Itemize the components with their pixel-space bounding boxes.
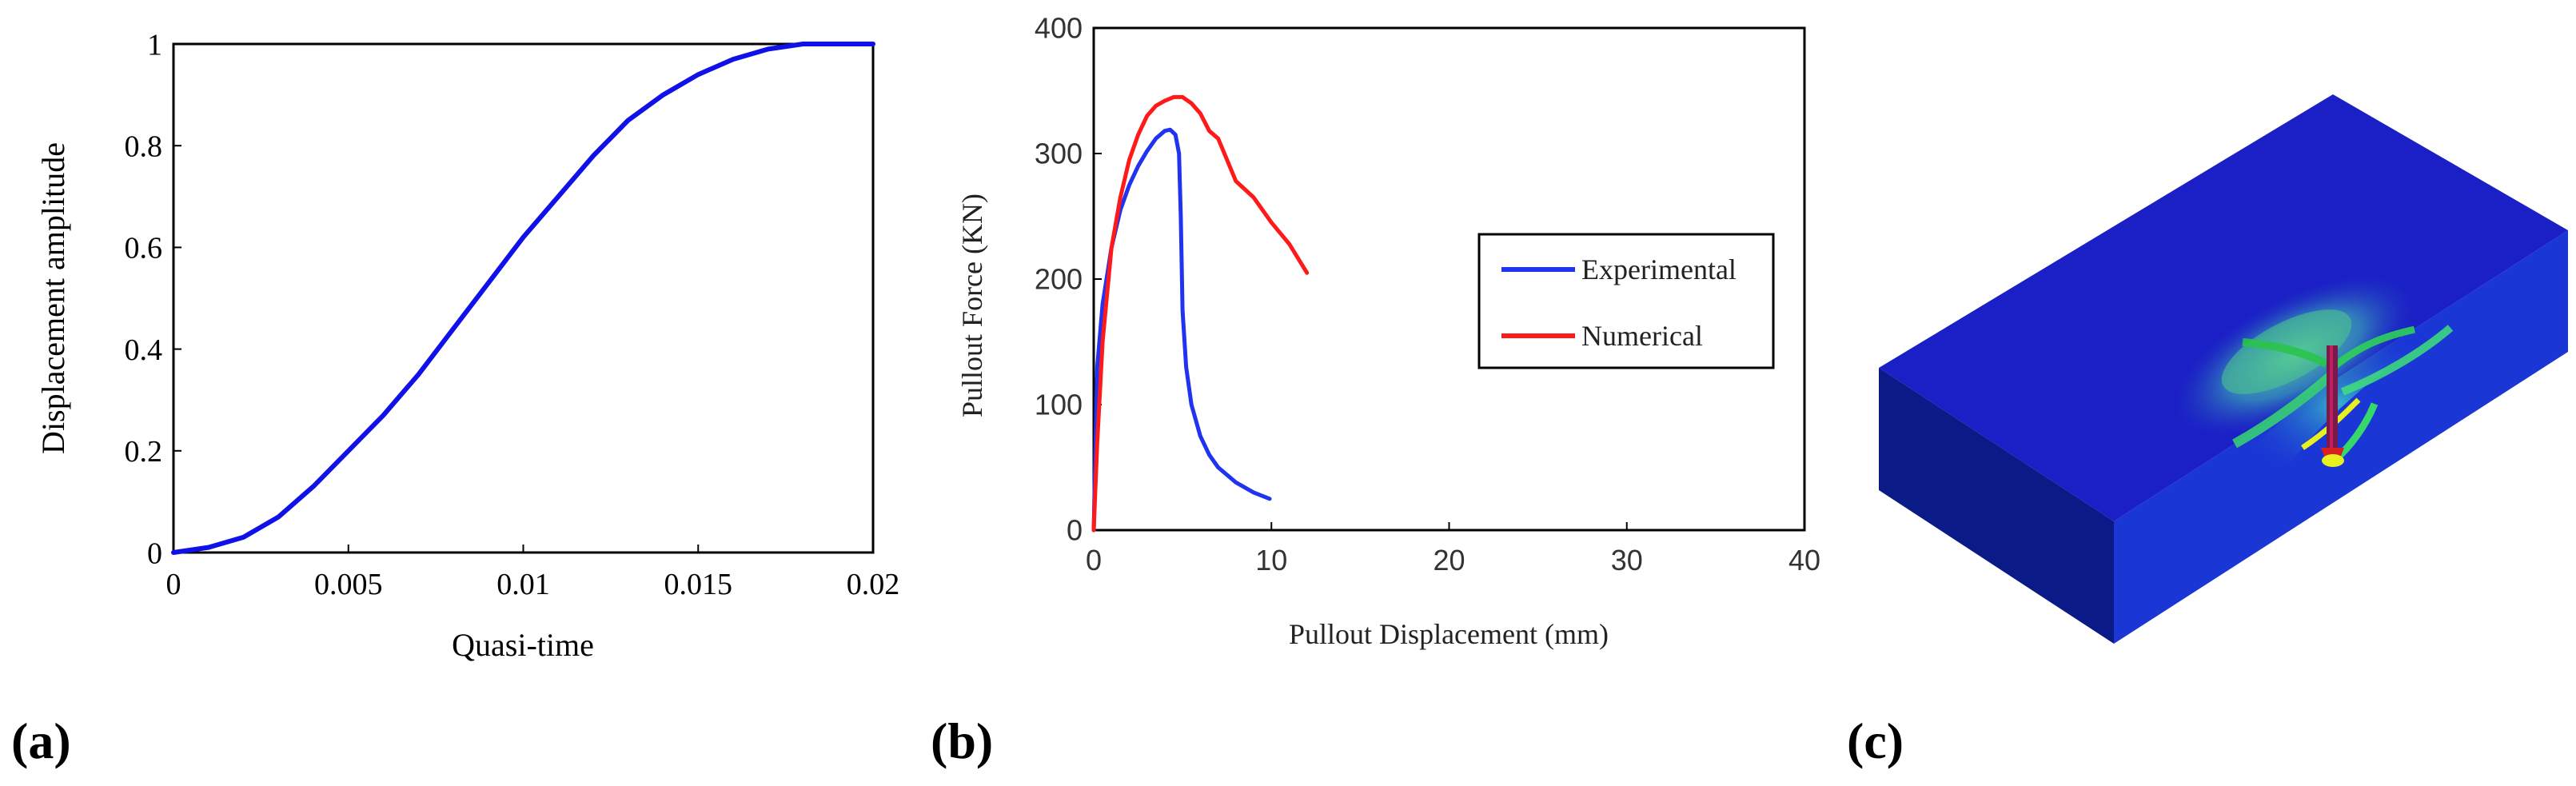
x-tick-label: 20 — [1433, 544, 1465, 577]
model-front-face — [2114, 230, 2568, 644]
y-tick-label: 100 — [1035, 389, 1083, 421]
y-axis-ticks: 0 100 200 300 400 — [1035, 12, 1102, 547]
y-tick-label: 400 — [1035, 12, 1083, 45]
panel-label-c: (c) — [1847, 712, 1904, 769]
anchor-tip-glow — [2322, 454, 2344, 467]
y-tick-label: 200 — [1035, 263, 1083, 296]
damage-streak-2 — [2332, 325, 2416, 369]
y-tick-label: 0.2 — [125, 435, 163, 469]
damage-streak-4 — [2341, 325, 2454, 396]
y-tick-label: 0.6 — [125, 232, 163, 265]
series-line-numerical — [1091, 94, 1310, 533]
panel-label-b: (b) — [931, 712, 993, 769]
x-tick-label: 0 — [1086, 544, 1102, 577]
legend-label-experimental: Experimental — [1581, 253, 1737, 285]
x-axis-label: Quasi-time — [452, 627, 594, 663]
x-tick-label: 0.02 — [847, 568, 900, 601]
x-tick-label: 10 — [1255, 544, 1287, 577]
x-axis-ticks: 0 0.005 0.01 0.015 0.02 — [166, 545, 900, 601]
x-axis-label: Pullout Displacement (mm) — [1289, 618, 1609, 650]
x-tick-label: 0.015 — [664, 568, 733, 601]
y-tick-label: 1 — [147, 28, 162, 62]
anchor-bar-highlight — [2330, 345, 2333, 456]
damage-streak-3 — [2232, 372, 2334, 449]
chart-a: 0 0.2 0.4 0.6 0.8 1 0 0.005 0.01 0.015 0.02 Quasi… — [35, 28, 899, 663]
x-tick-label: 0.005 — [314, 568, 383, 601]
series-line-displacement-amplitude — [171, 42, 875, 555]
x-tick-label: 30 — [1611, 544, 1643, 577]
legend: Experimental Numerical — [1477, 233, 1775, 369]
legend-box — [1477, 233, 1775, 369]
y-tick-label: 0.4 — [125, 333, 163, 367]
damage-streak-1 — [2242, 338, 2329, 368]
model-top-face — [1879, 94, 2568, 521]
y-tick-label: 0.8 — [125, 130, 163, 164]
x-tick-label: 0 — [166, 568, 181, 601]
y-tick-label: 0 — [147, 537, 162, 570]
model-side-face — [1879, 368, 2114, 644]
y-tick-label: 300 — [1035, 138, 1083, 170]
legend-label-numerical: Numerical — [1581, 320, 1703, 352]
fe-model-3d — [1879, 94, 2568, 644]
y-axis-ticks: 0 0.2 0.4 0.6 0.8 1 — [125, 28, 181, 570]
x-axis-ticks: 0 10 20 30 40 — [1086, 522, 1820, 577]
x-tick-label: 40 — [1788, 544, 1820, 577]
chart-b: 0 100 200 300 400 0 10 20 30 40 Pullout Displace… — [956, 12, 1820, 650]
plot-frame — [172, 42, 875, 554]
x-tick-label: 0.01 — [496, 568, 550, 601]
series-group — [171, 42, 875, 555]
panel-label-a: (a) — [11, 712, 71, 769]
series-group — [1091, 94, 1310, 533]
y-axis-label: Pullout Force (KN) — [956, 194, 988, 417]
y-tick-label: 0 — [1067, 514, 1083, 547]
y-axis-label: Displacement amplitude — [35, 142, 71, 454]
